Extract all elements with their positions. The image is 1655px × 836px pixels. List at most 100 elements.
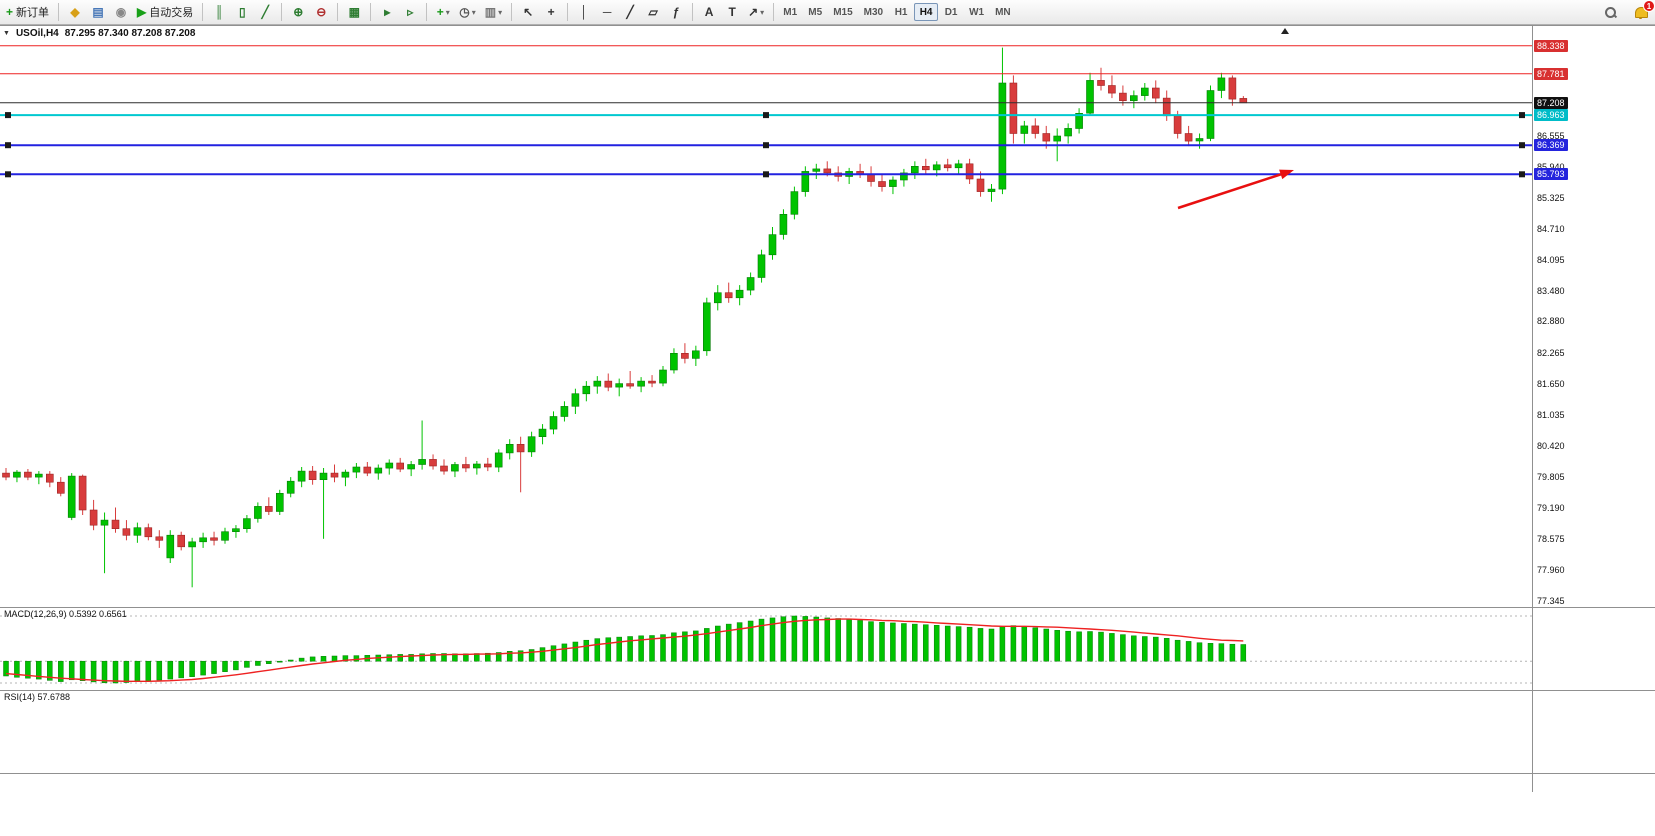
indicators-icon: + [436, 5, 444, 19]
macd-signal-line [5, 618, 1244, 683]
bar-chart-type-icon: ║ [214, 5, 224, 19]
price-tick: 79.190 [1537, 503, 1565, 513]
bell-icon [1634, 6, 1648, 19]
line-handle[interactable] [1519, 142, 1525, 149]
toolbar-separator [370, 3, 372, 21]
panel-separator[interactable] [0, 607, 1655, 608]
annotation-arrow[interactable] [1177, 173, 1282, 210]
toolbar-separator [511, 3, 513, 21]
zoom-out-icon: ⊖ [316, 5, 327, 19]
timeframe-mn-button[interactable]: MN [995, 6, 1011, 18]
text-button[interactable]: A [698, 2, 720, 22]
templates-icon: ▥ [484, 5, 497, 19]
price-axis[interactable]: 86.555 85.940 85.325 84.710 84.095 83.480 82.8… [1532, 26, 1655, 792]
fibonacci-button[interactable]: ƒ [665, 2, 687, 22]
crosshair-button[interactable]: + [540, 2, 562, 22]
timeframe-w1-button[interactable]: W1 [969, 6, 985, 18]
vertical-line-icon: │ [580, 5, 588, 19]
scroll-shift-marker-icon[interactable] [1281, 28, 1289, 34]
price-tag-85.793: 85.793 [1534, 168, 1568, 180]
macd-panel[interactable] [0, 608, 1532, 689]
line-handle[interactable] [763, 142, 769, 149]
trendline-button[interactable]: ╱ [619, 2, 641, 22]
line-handle[interactable] [5, 112, 11, 119]
line-handle[interactable] [5, 142, 11, 149]
price-tick: 81.035 [1537, 410, 1565, 420]
new-chart-icon-icon: ◆ [70, 5, 80, 19]
toolbar-separator [773, 3, 775, 21]
zoom-in-button[interactable]: ⊕ [287, 2, 309, 22]
new-chart-icon-button[interactable]: ◆ [64, 2, 86, 22]
candles [2, 47, 1248, 588]
channel-button[interactable]: ▱ [642, 2, 664, 22]
panel-separator[interactable] [0, 690, 1655, 691]
price-chart-svg [0, 45, 1532, 588]
auto-trading-button[interactable]: ▶ 自动交易 [133, 2, 197, 22]
cursor-button[interactable]: ↖ [517, 2, 539, 22]
crosshair-icon: + [547, 5, 555, 19]
line-chart-type-icon: ╱ [261, 5, 269, 19]
timeframe-h1-button[interactable]: H1 [894, 6, 908, 18]
toolbar-items: + 新订单 ◆ ▤ ◉ ▶ 自动交易 ║ ▯ ╱ ⊕ ⊖ ▦ ▸ ▹ + ▾ ◷ ▾ ▥ ▾ ↖ + │ ─ ╱ ▱ ƒ A T ↗ ▾ [2, 2, 778, 22]
toolbar-right: 1 [1601, 0, 1655, 20]
price-tick: 77.960 [1537, 565, 1565, 575]
bar-chart-type-button[interactable]: ║ [208, 2, 230, 22]
line-chart-type-button[interactable]: ╱ [254, 2, 276, 22]
toolbar-separator [426, 3, 428, 21]
new-order-button[interactable]: + 新订单 [2, 2, 53, 22]
price-tick: 77.345 [1537, 596, 1565, 606]
line-handle[interactable] [763, 112, 769, 119]
cursor-icon: ↖ [523, 5, 534, 19]
rsi-panel[interactable] [0, 691, 1532, 773]
new-order-icon: + [6, 5, 14, 19]
toolbar-separator [58, 3, 60, 21]
templates-button[interactable]: ▥ ▾ [481, 2, 506, 22]
label-icon: T [728, 5, 736, 19]
scripts-icon-icon: ◉ [115, 5, 127, 19]
line-handle[interactable] [5, 171, 11, 178]
price-chart[interactable] [0, 40, 1532, 606]
timeframe-d1-button[interactable]: D1 [944, 6, 958, 18]
candlestick-chart-type-button[interactable]: ▯ [231, 2, 253, 22]
price-tick: 80.420 [1537, 441, 1565, 451]
line-handle[interactable] [1519, 171, 1525, 178]
collapse-chart-icon[interactable]: ▼ [3, 30, 10, 37]
horizontal-line-button[interactable]: ─ [596, 2, 618, 22]
timeframe-m1-button[interactable]: M1 [783, 6, 798, 18]
search-icon [1604, 6, 1617, 19]
price-tag-87.781: 87.781 [1534, 68, 1568, 80]
label-button[interactable]: T [721, 2, 743, 22]
timeframe-m15-button[interactable]: M15 [833, 6, 853, 18]
notification-badge: 1 [1643, 0, 1655, 12]
auto-scroll-button[interactable]: ▸ [376, 2, 398, 22]
price-tick: 79.805 [1537, 472, 1565, 482]
scripts-icon-button[interactable]: ◉ [110, 2, 132, 22]
line-handle[interactable] [763, 171, 769, 178]
periods-button[interactable]: ◷ ▾ [455, 2, 480, 22]
auto-trading-button-label: 自动交易 [149, 7, 194, 19]
indicators-button[interactable]: + ▾ [432, 2, 454, 22]
price-tick: 84.710 [1537, 224, 1565, 234]
candlestick-chart-type-icon: ▯ [238, 5, 246, 19]
price-tick: 85.940 [1537, 162, 1565, 172]
annotation-arrow-head[interactable] [1279, 169, 1294, 180]
timeframe-m5-button[interactable]: M5 [808, 6, 823, 18]
profiles-icon-button[interactable]: ▤ [87, 2, 109, 22]
dropdown-arrow-icon: ▾ [760, 7, 765, 17]
arrows-objects-button[interactable]: ↗ ▾ [744, 2, 768, 22]
time-axis[interactable] [0, 774, 1532, 792]
tile-windows-button[interactable]: ▦ [343, 2, 365, 22]
rsi-label: RSI(14) 57.6788 [4, 692, 71, 702]
timeframe-h4-button[interactable]: H4 [914, 3, 939, 21]
toolbar-separator [281, 3, 283, 21]
timeframe-m30-button[interactable]: M30 [863, 6, 884, 18]
price-tag-86.963: 86.963 [1534, 109, 1568, 121]
vertical-line-button[interactable]: │ [573, 2, 595, 22]
fibonacci-icon: ƒ [672, 5, 680, 19]
search-button[interactable] [1601, 4, 1619, 20]
chart-shift-button[interactable]: ▹ [399, 2, 421, 22]
zoom-out-button[interactable]: ⊖ [310, 2, 332, 22]
chart-symbol-period: USOil,H4 [15, 28, 59, 39]
line-handle[interactable] [1519, 112, 1525, 119]
notifications-button[interactable]: 1 [1631, 0, 1655, 20]
